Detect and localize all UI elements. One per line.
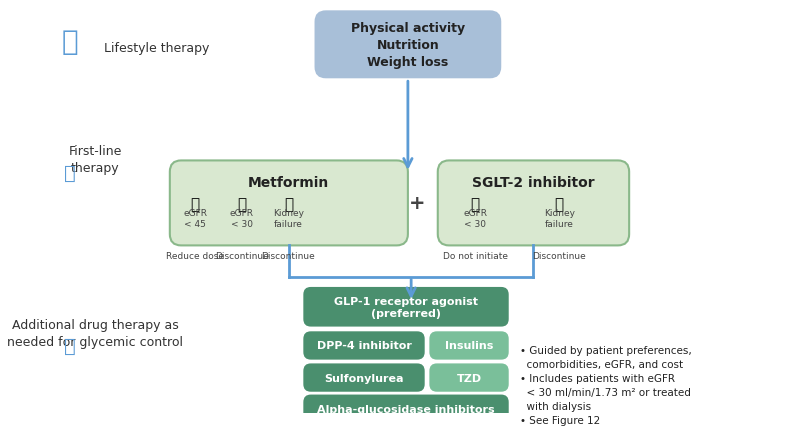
FancyBboxPatch shape (303, 395, 509, 423)
FancyBboxPatch shape (438, 161, 629, 246)
Text: Physical activity
Nutrition
Weight loss: Physical activity Nutrition Weight loss (351, 22, 465, 69)
Text: Kidney
failure: Kidney failure (273, 209, 304, 228)
FancyBboxPatch shape (303, 332, 425, 360)
FancyBboxPatch shape (303, 287, 509, 327)
Text: Discontinue: Discontinue (262, 251, 315, 261)
Text: 🩻: 🩻 (284, 197, 293, 212)
FancyBboxPatch shape (430, 332, 509, 360)
Text: Lifestyle therapy: Lifestyle therapy (105, 42, 210, 54)
Text: TZD: TZD (457, 373, 482, 383)
Text: Alpha-glucosidase inhibitors: Alpha-glucosidase inhibitors (318, 404, 495, 414)
Text: 💉: 💉 (64, 336, 76, 355)
Text: Kidney
failure: Kidney failure (544, 209, 574, 228)
Text: DPP-4 inhibitor: DPP-4 inhibitor (317, 341, 411, 351)
FancyBboxPatch shape (314, 11, 502, 79)
Text: 🩻: 🩻 (554, 197, 564, 212)
Text: eGFR
< 30: eGFR < 30 (463, 209, 487, 228)
Text: Metformin: Metformin (248, 175, 330, 189)
Text: Sulfonylurea: Sulfonylurea (324, 373, 404, 383)
Text: SGLT-2 inhibitor: SGLT-2 inhibitor (472, 175, 594, 189)
Text: Discontinue: Discontinue (532, 251, 586, 261)
FancyBboxPatch shape (303, 364, 425, 392)
Text: +: + (409, 194, 426, 213)
FancyBboxPatch shape (430, 364, 509, 392)
Text: 🫘: 🫘 (190, 197, 199, 212)
Text: 🏃: 🏃 (62, 28, 78, 56)
Text: GLP-1 receptor agonist
(preferred): GLP-1 receptor agonist (preferred) (334, 296, 478, 318)
Text: Do not initiate: Do not initiate (442, 251, 508, 261)
Text: Discontinue: Discontinue (215, 251, 269, 261)
Text: First-line
therapy: First-line therapy (69, 144, 122, 174)
Text: Insulins: Insulins (445, 341, 494, 351)
Text: 🫘: 🫘 (237, 197, 246, 212)
Text: eGFR
< 45: eGFR < 45 (183, 209, 207, 228)
Text: 💊: 💊 (64, 164, 76, 183)
Text: Reduce dose: Reduce dose (166, 251, 224, 261)
Text: 🫘: 🫘 (470, 197, 480, 212)
Text: eGFR
< 30: eGFR < 30 (230, 209, 254, 228)
FancyBboxPatch shape (170, 161, 408, 246)
Text: Additional drug therapy as
needed for glycemic control: Additional drug therapy as needed for gl… (7, 318, 183, 348)
Text: • Guided by patient preferences,
  comorbidities, eGFR, and cost
• Includes pati: • Guided by patient preferences, comorbi… (520, 346, 692, 425)
